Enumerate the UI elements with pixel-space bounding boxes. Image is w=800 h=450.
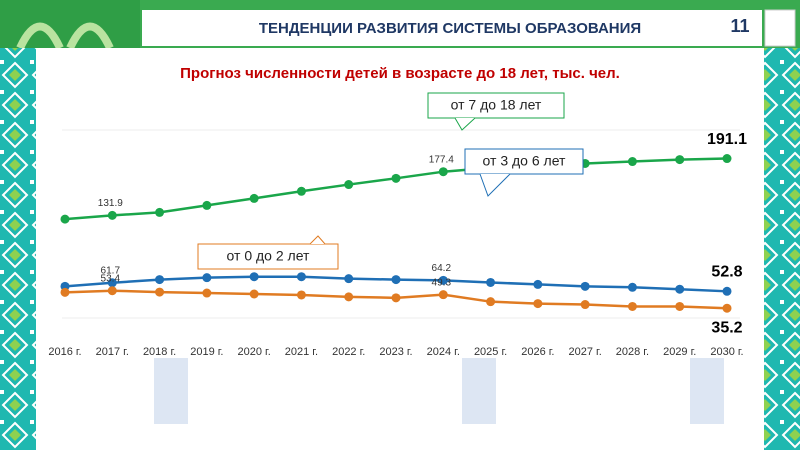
data-point [202, 273, 212, 283]
data-point [722, 303, 732, 313]
x-tick-label: 2030 г. [710, 346, 743, 358]
data-label: 64.2 [432, 263, 452, 274]
data-point [675, 284, 685, 294]
data-point [249, 193, 259, 203]
slide-title: ТЕНДЕНЦИИ РАЗВИТИЯ СИСТЕМЫ ОБРАЗОВАНИЯ [259, 20, 641, 37]
content-area [36, 48, 764, 440]
data-point [391, 275, 401, 285]
x-tick-label: 2026 г. [521, 346, 554, 358]
data-point [155, 275, 165, 285]
data-point [533, 299, 543, 309]
x-tick-label: 2023 г. [379, 346, 412, 358]
data-label: 191.1 [707, 131, 747, 148]
data-point [438, 167, 448, 177]
side-ornament [0, 48, 36, 450]
data-point [344, 292, 354, 302]
data-point [438, 290, 448, 300]
callout-box [427, 92, 565, 119]
x-tick-label: 2025 г. [474, 346, 507, 358]
data-point [155, 207, 165, 217]
callout-pointer [454, 117, 476, 131]
x-tick-label: 2019 г. [190, 346, 223, 358]
data-point [249, 289, 259, 299]
callout-box [197, 243, 339, 270]
title-bar [142, 10, 762, 46]
data-point [580, 281, 590, 291]
data-point [60, 214, 70, 224]
page-box [764, 9, 796, 47]
data-point [580, 300, 590, 310]
data-point [438, 275, 448, 285]
data-point [344, 180, 354, 190]
data-point [675, 155, 685, 165]
data-point [107, 210, 117, 220]
data-point [344, 274, 354, 284]
x-tick-label: 2016 г. [48, 346, 81, 358]
x-tick-label: 2024 г. [427, 346, 460, 358]
callout-pointer [309, 235, 326, 245]
data-point [627, 282, 637, 292]
legend-entry: от 3 до 6 лет [483, 153, 566, 169]
x-tick-label: 2027 г. [569, 346, 602, 358]
x-tick-label: 2017 г. [96, 346, 129, 358]
data-point [202, 288, 212, 298]
page-number: 11 [730, 16, 749, 36]
data-point [202, 200, 212, 210]
data-point [107, 278, 117, 288]
callout-box [464, 148, 584, 175]
legend-entry: от 7 до 18 лет [451, 97, 542, 113]
data-point [627, 301, 637, 311]
x-tick-label: 2029 г. [663, 346, 696, 358]
data-label: 35.2 [711, 319, 742, 336]
callout-pointer [479, 173, 511, 197]
data-point [722, 154, 732, 164]
data-point [533, 279, 543, 289]
data-point [107, 286, 117, 296]
data-point [391, 173, 401, 183]
data-label: 131.9 [98, 198, 123, 209]
highlight [690, 358, 724, 424]
data-point [296, 290, 306, 300]
x-tick-label: 2021 г. [285, 346, 318, 358]
x-tick-label: 2028 г. [616, 346, 649, 358]
highlight [462, 358, 496, 424]
data-point [675, 301, 685, 311]
legend-entry: от 0 до 2 лет [227, 248, 310, 264]
chart-title: Прогноз численности детей в возрасте до … [180, 65, 620, 82]
x-tick-label: 2022 г. [332, 346, 365, 358]
header-decor [16, 22, 114, 50]
x-tick-label: 2018 г. [143, 346, 176, 358]
data-point [249, 272, 259, 282]
data-point [486, 277, 496, 287]
data-point [60, 287, 70, 297]
data-label: 53.4 [101, 273, 121, 284]
data-point [627, 157, 637, 167]
data-point [486, 297, 496, 307]
data-label: 61.7 [101, 265, 121, 276]
data-point [722, 286, 732, 296]
data-point [155, 287, 165, 297]
side-ornament [764, 48, 800, 450]
highlight [154, 358, 188, 424]
data-point [296, 186, 306, 196]
x-tick-label: 2020 г. [238, 346, 271, 358]
data-label: 52.8 [711, 264, 742, 281]
data-point [296, 272, 306, 282]
data-label: 177.4 [429, 154, 454, 165]
data-label: 49.3 [432, 277, 452, 288]
data-point [391, 293, 401, 303]
